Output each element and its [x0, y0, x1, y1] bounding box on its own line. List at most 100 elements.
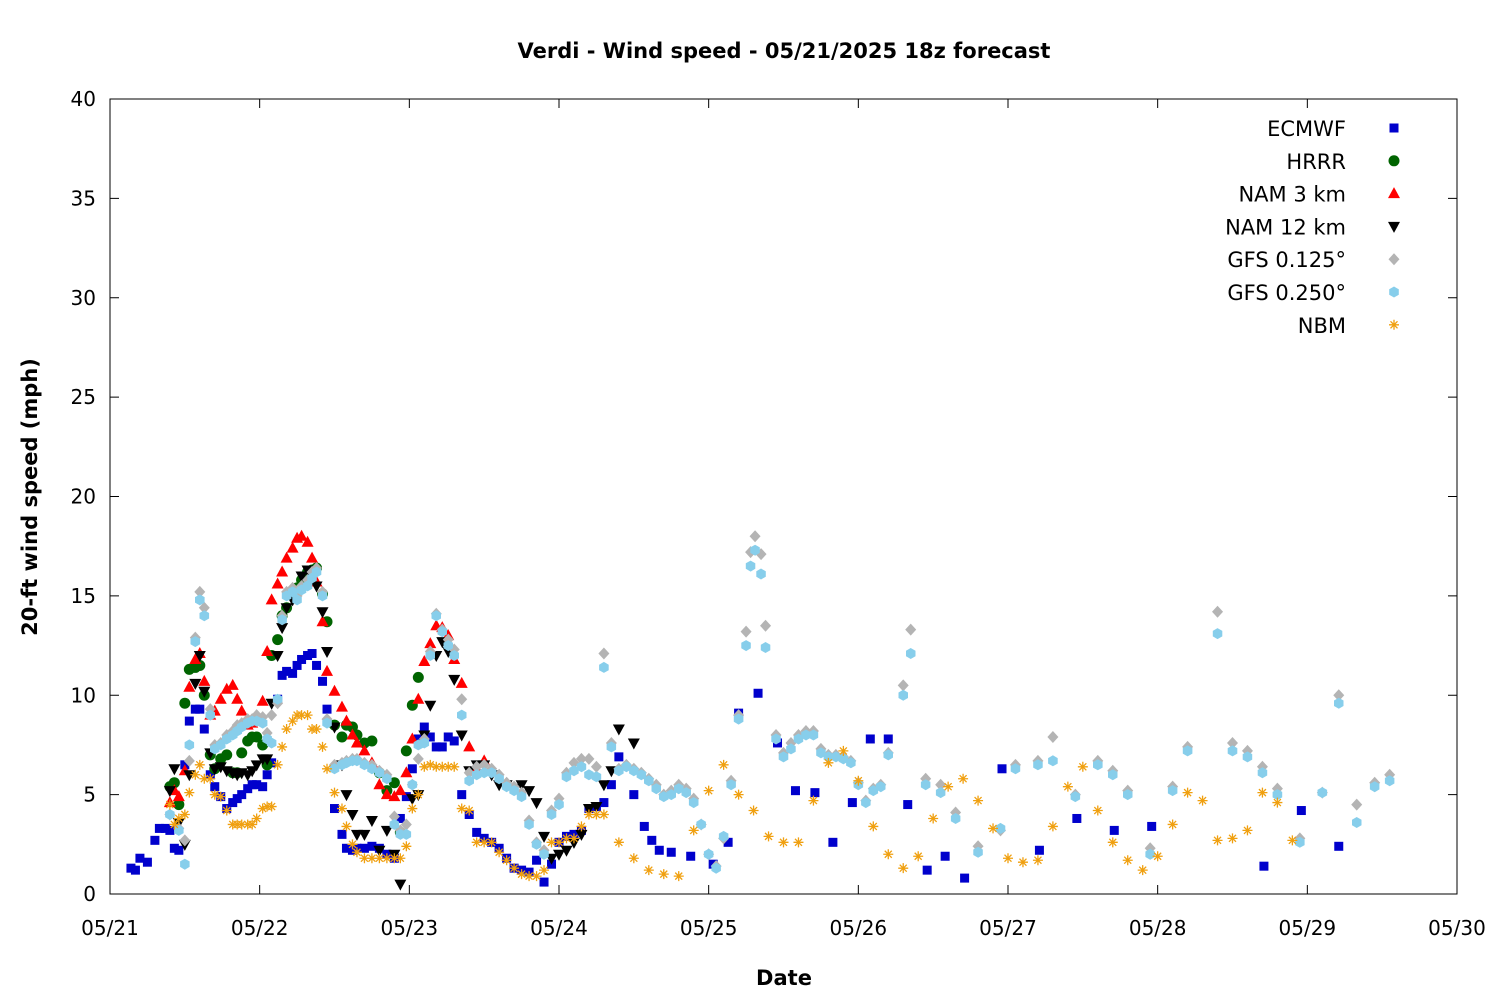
- data-point: [280, 603, 293, 615]
- data-point: [584, 769, 594, 781]
- data-point: [380, 825, 393, 837]
- data-point: [199, 610, 210, 622]
- data-point: [329, 787, 340, 798]
- data-point: [257, 717, 268, 729]
- data-point: [302, 580, 313, 592]
- data-point: [598, 647, 610, 660]
- data-point: [257, 803, 268, 814]
- data-point: [214, 762, 227, 774]
- data-point: [235, 704, 248, 716]
- data-point: [868, 821, 879, 832]
- data-point: [301, 535, 314, 547]
- data-point: [1352, 817, 1362, 828]
- data-point: [659, 791, 669, 803]
- data-point: [960, 873, 970, 883]
- data-point: [539, 848, 549, 860]
- data-point: [183, 770, 196, 782]
- data-point: [266, 801, 277, 812]
- data-point: [1034, 845, 1044, 855]
- data-point: [169, 819, 180, 830]
- data-point: [322, 717, 332, 729]
- legend: ECMWF HRRR NAM 3 km NAM 12 km GFS 0.125° GFS …: [1225, 117, 1400, 338]
- data-point: [366, 853, 377, 864]
- data-point: [1072, 813, 1082, 823]
- y-tick-label: 5: [83, 783, 96, 807]
- data-point: [666, 789, 676, 801]
- data-point: [282, 666, 292, 676]
- data-point: [341, 843, 351, 853]
- data-point: [373, 845, 386, 857]
- data-point: [184, 739, 195, 751]
- data-point: [733, 713, 744, 725]
- data-point: [1092, 805, 1103, 816]
- data-point: [407, 764, 417, 774]
- data-point: [389, 818, 400, 830]
- data-point: [696, 818, 706, 830]
- data-point: [401, 792, 411, 802]
- data-point: [1227, 745, 1238, 757]
- data-point: [340, 790, 353, 802]
- data-point: [576, 761, 587, 773]
- data-point: [199, 773, 210, 784]
- data-point: [1227, 833, 1238, 844]
- data-point: [394, 879, 407, 891]
- data-point: [1109, 825, 1119, 835]
- data-point: [745, 560, 756, 572]
- data-point: [718, 759, 729, 770]
- data-point: [328, 684, 341, 696]
- data-point: [554, 799, 564, 811]
- y-axis-label: 20-ft wind speed (mph): [18, 358, 42, 636]
- data-point: [367, 763, 377, 775]
- data-point: [425, 759, 436, 770]
- data-point: [546, 837, 557, 848]
- data-point: [271, 651, 284, 662]
- data-point: [419, 737, 430, 749]
- data-point: [130, 865, 140, 875]
- data-point: [808, 729, 819, 741]
- data-point: [898, 863, 909, 874]
- series-6: [164, 710, 1298, 882]
- data-point: [1167, 785, 1178, 797]
- data-point: [639, 821, 649, 831]
- data-point: [1334, 697, 1344, 709]
- data-point: [922, 865, 932, 875]
- data-point: [198, 674, 211, 686]
- data-point: [184, 716, 194, 726]
- data-point: [246, 766, 259, 778]
- data-point: [437, 742, 447, 752]
- data-point: [395, 813, 405, 823]
- data-point: [247, 819, 258, 830]
- data-point: [778, 837, 789, 848]
- data-point: [281, 724, 292, 735]
- data-point: [539, 865, 550, 876]
- data-point: [733, 789, 744, 800]
- data-point: [1003, 853, 1013, 864]
- data-point: [180, 858, 190, 870]
- data-point: [1287, 835, 1298, 846]
- data-point: [726, 779, 736, 791]
- data-point: [292, 660, 302, 670]
- data-point: [272, 759, 283, 770]
- data-point: [265, 593, 278, 605]
- x-tick-label: 05/26: [830, 916, 888, 940]
- data-point: [478, 758, 490, 771]
- data-point: [597, 780, 610, 792]
- data-point: [674, 783, 684, 795]
- data-point: [905, 623, 917, 636]
- data-point: [419, 761, 430, 772]
- data-point: [317, 741, 328, 752]
- data-point: [288, 668, 298, 678]
- data-point: [575, 829, 588, 841]
- data-point: [515, 780, 528, 792]
- legend-label: NAM 3 km: [1238, 183, 1346, 207]
- data-point: [1317, 787, 1328, 799]
- data-point: [346, 810, 359, 821]
- data-point: [366, 735, 378, 747]
- data-point: [973, 795, 984, 806]
- data-point: [883, 849, 894, 860]
- data-point: [400, 766, 413, 778]
- data-point: [995, 822, 1006, 834]
- data-point: [329, 763, 340, 775]
- data-point: [471, 837, 482, 848]
- data-point: [501, 781, 512, 793]
